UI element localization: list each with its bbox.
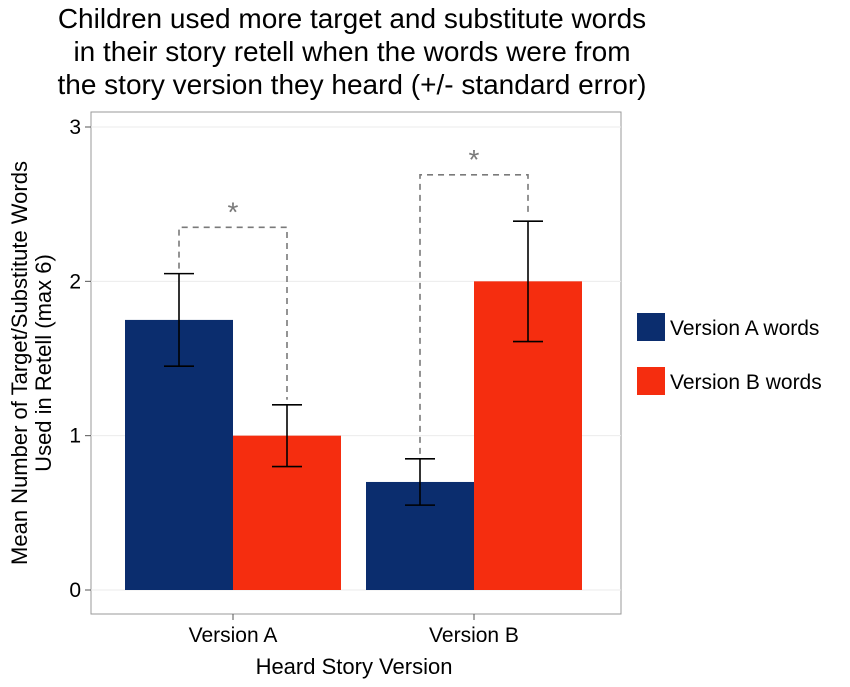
legend-swatch — [637, 313, 665, 341]
error-bar — [405, 458, 435, 506]
error-bar — [272, 403, 302, 468]
y-axis-title-line-1: Mean Number of Target/Substitute Words — [7, 161, 32, 565]
chart-title-line-1: Children used more target and substitute… — [58, 3, 646, 34]
y-axis-title: Mean Number of Target/Substitute Words U… — [7, 161, 56, 565]
y-tick-label: 2 — [69, 270, 81, 293]
legend-swatch — [637, 367, 665, 395]
y-tick-label: 1 — [69, 425, 81, 448]
legend-label: Version A words — [670, 317, 819, 340]
legend: Version A words Version B words — [637, 313, 822, 395]
significance-marker: * — [228, 196, 239, 227]
error-bar — [513, 220, 543, 343]
error-bar — [164, 272, 194, 368]
chart-title: Children used more target and substitute… — [57, 3, 646, 100]
x-tick-label: Version B — [429, 624, 519, 647]
y-tick-label: 3 — [69, 116, 81, 139]
x-tick-label: Version A — [189, 624, 278, 647]
significance-marker: * — [469, 144, 480, 175]
significance-bracket: * — [178, 196, 288, 400]
y-axis: 0 1 2 3 — [69, 116, 91, 602]
error-bars — [164, 220, 543, 506]
chart-title-line-2: in their story retell when the words wer… — [73, 36, 630, 67]
legend-item: Version A words — [637, 313, 819, 341]
significance-brackets: ** — [178, 144, 529, 454]
x-axis: Version A Version B — [189, 614, 519, 647]
legend-label: Version B words — [670, 371, 822, 394]
significance-bracket: * — [419, 144, 529, 454]
y-tick-label: 0 — [69, 579, 81, 602]
y-axis-title-line-2: Used in Retell (max 6) — [31, 254, 56, 472]
x-axis-title: Heard Story Version — [256, 654, 453, 679]
chart-title-line-3: the story version they heard (+/- standa… — [57, 69, 646, 100]
legend-item: Version B words — [637, 367, 822, 395]
